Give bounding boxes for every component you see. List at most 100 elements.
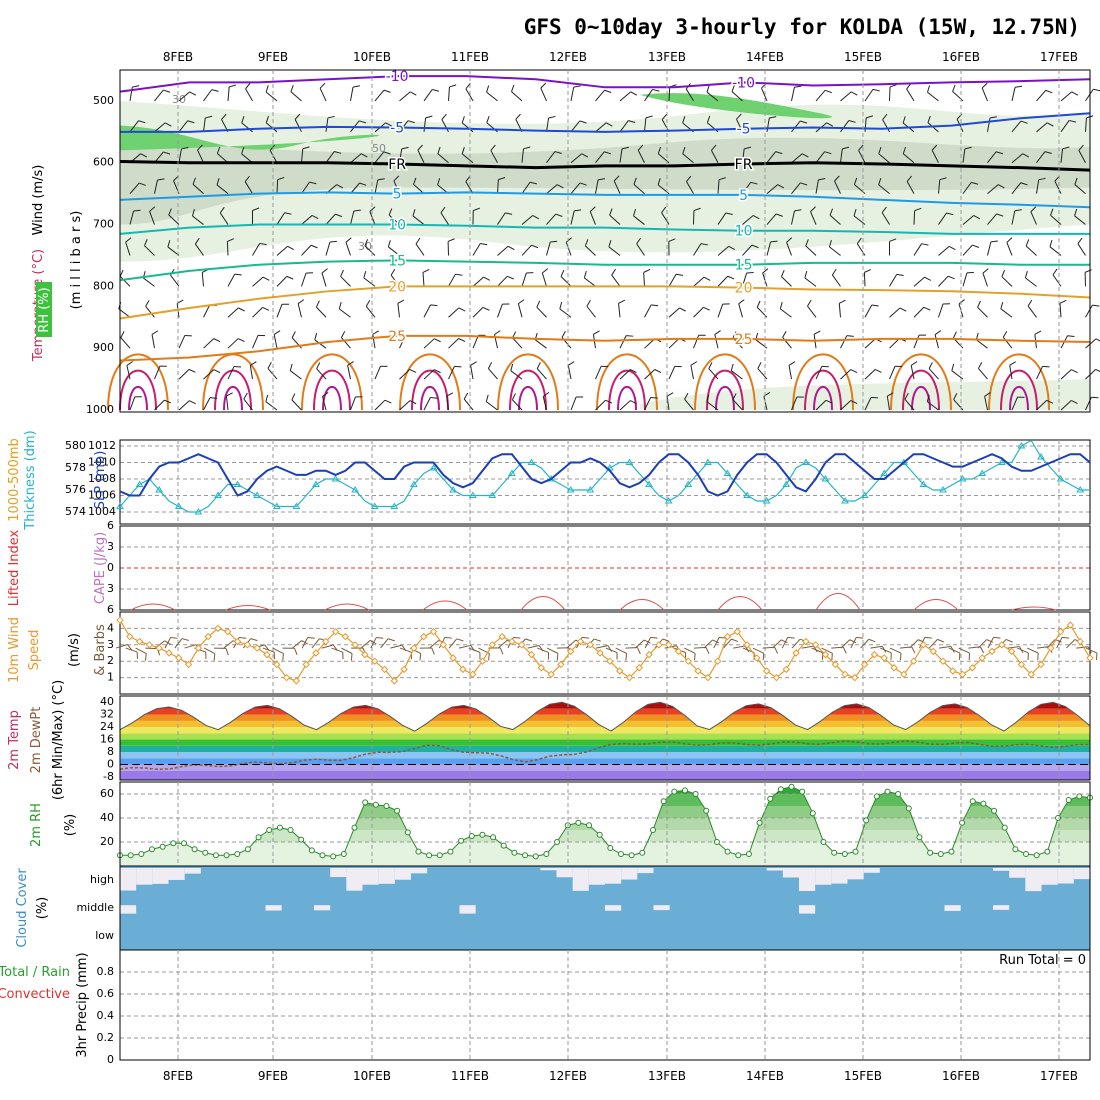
wind-barb xyxy=(415,243,425,256)
wind-barb xyxy=(145,306,155,318)
wind-barb xyxy=(742,182,752,194)
wind-barb xyxy=(321,272,327,287)
wind-barb-feather xyxy=(213,369,221,374)
wind-barb-feather xyxy=(866,115,874,119)
wind-barb xyxy=(987,184,999,195)
thickness-line-marker xyxy=(253,491,262,498)
isotherm-30-lobe xyxy=(497,353,559,411)
wind-barb-feather xyxy=(1071,369,1078,374)
wind10-barb-feather xyxy=(350,653,353,661)
wind-barb-feather xyxy=(536,362,541,369)
wind-barb xyxy=(203,117,206,132)
wind10-barb-feather xyxy=(787,636,795,639)
wind10-marker xyxy=(694,667,702,675)
thickness-line-marker xyxy=(214,491,222,498)
wind-barb xyxy=(446,396,449,411)
lifted-tick-label: 6 xyxy=(107,519,114,532)
wind-barb xyxy=(717,275,729,287)
wind-barb-feather xyxy=(1077,237,1083,244)
cape-peak xyxy=(130,603,176,611)
wind-barb xyxy=(129,396,136,411)
isotherm-label: 20 xyxy=(388,279,406,295)
isotherm-label: 25 xyxy=(735,332,753,348)
wind10-marker xyxy=(576,637,585,646)
wind-barb-feather xyxy=(661,206,667,213)
wind-barb xyxy=(981,87,988,102)
wind-barb-feather xyxy=(810,206,816,213)
wind-barb xyxy=(1036,399,1047,411)
wind-barb xyxy=(149,211,155,225)
wind-barb-feather xyxy=(529,181,538,185)
wind-barb xyxy=(567,365,572,380)
wind-barb xyxy=(864,117,867,132)
isotherm-30-lobe xyxy=(792,353,854,411)
wind-barb xyxy=(542,396,547,411)
wind10-barb xyxy=(987,637,994,649)
wind-barb-feather xyxy=(1025,239,1030,247)
cloud-tick-label: low xyxy=(95,929,114,942)
wind-barb xyxy=(706,91,719,102)
wind-barb-feather xyxy=(805,239,809,247)
thickness-line-marker xyxy=(782,480,791,487)
wind10-marker xyxy=(900,670,908,679)
rh2m-marker xyxy=(1044,848,1051,855)
temp-band xyxy=(120,745,1090,752)
wind-barb xyxy=(463,398,474,411)
wind-barb xyxy=(1078,150,1086,163)
isotherm-30-lobe xyxy=(988,353,1050,411)
temp-tick-label: 0 xyxy=(107,757,114,770)
wind10-barb xyxy=(634,639,645,649)
wind10-barb xyxy=(644,637,652,649)
wind-barb-feather xyxy=(139,182,146,186)
wind10m-frame xyxy=(119,611,1091,695)
wind10-marker xyxy=(420,632,428,641)
wind10-marker xyxy=(1056,627,1065,636)
rh2m-ylabel-unit: (%) xyxy=(63,814,78,837)
wind-barb-feather xyxy=(939,177,947,181)
wind-barb xyxy=(203,89,213,102)
wind-barb-feather xyxy=(645,115,653,119)
wind-barb-feather xyxy=(1022,153,1030,158)
precip-tick-label: 0.8 xyxy=(97,965,115,978)
temp-tick-label: 24 xyxy=(100,720,114,733)
upper-air-panel: 305030-10-10-5-5FRFR55101015152020252550… xyxy=(31,68,1100,416)
wind-barb-feather xyxy=(952,331,957,339)
rh2m-marker xyxy=(447,848,454,855)
wind-barb-feather xyxy=(407,120,415,124)
wind-barb-feather xyxy=(593,330,600,335)
wind-barb-feather xyxy=(794,85,802,88)
wind-barb-feather xyxy=(192,177,196,185)
wind-barb-feather xyxy=(554,151,562,154)
wind-barb-feather xyxy=(409,368,417,373)
wind-barb-feather xyxy=(340,331,346,338)
date-label-bottom: 11FEB xyxy=(451,1069,489,1083)
cloud-gap-high xyxy=(136,868,153,885)
wind-barb-feather xyxy=(377,178,385,181)
rh2m-tick-label: 60 xyxy=(100,787,114,800)
wind10-marker xyxy=(194,644,203,652)
isotherm-line xyxy=(119,191,1091,209)
wind-barb-feather xyxy=(850,369,858,374)
rh2m-marker xyxy=(148,846,155,853)
wind-10m-panel: 1 2 3 4 10m Wind Speed (m/s) & Barbs xyxy=(7,611,1098,695)
wind-barb xyxy=(791,182,801,194)
wind10-barb-feather xyxy=(719,636,727,639)
rh-shade-low xyxy=(640,379,1090,410)
wind-barb xyxy=(350,153,362,164)
wind-barb xyxy=(319,87,327,102)
wind-barb-feather xyxy=(486,85,490,93)
wind10-barb-feather xyxy=(419,653,422,661)
wind-barb-feather xyxy=(1000,301,1004,309)
rh2m-marker xyxy=(703,807,710,814)
rh2m-marker xyxy=(1012,846,1019,853)
wind-barb xyxy=(766,241,772,256)
wind-barb xyxy=(340,276,351,287)
wind-barb-feather xyxy=(586,299,591,307)
wind-barb xyxy=(339,308,351,318)
wind10-barb-feather xyxy=(376,636,384,639)
wind-barb xyxy=(388,214,400,225)
wind10-barb xyxy=(772,639,782,649)
rh2m-marker xyxy=(1065,797,1072,803)
wind10-barb xyxy=(684,647,696,654)
wind-barb xyxy=(766,117,770,132)
